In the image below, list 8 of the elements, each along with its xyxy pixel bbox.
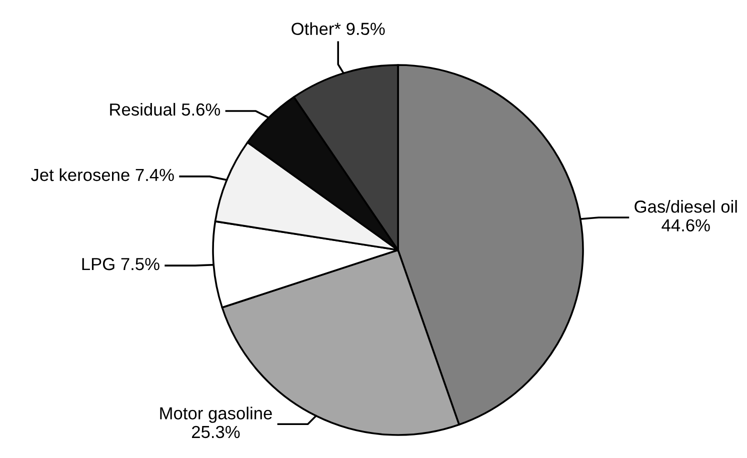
data-label: 25.3% [192,426,240,438]
slice-label: LPG 7.5% [82,258,160,270]
slice-label: Motor gasoline [160,406,272,423]
slice-label: Other* 9.5% [292,22,385,36]
data-label: 44.6% [662,219,710,232]
slice-label: Jet kerosene 7.4% [30,168,174,182]
slice-label: Residual 5.6% [110,102,220,116]
slice-label: Gas/diesel oil [634,200,737,213]
